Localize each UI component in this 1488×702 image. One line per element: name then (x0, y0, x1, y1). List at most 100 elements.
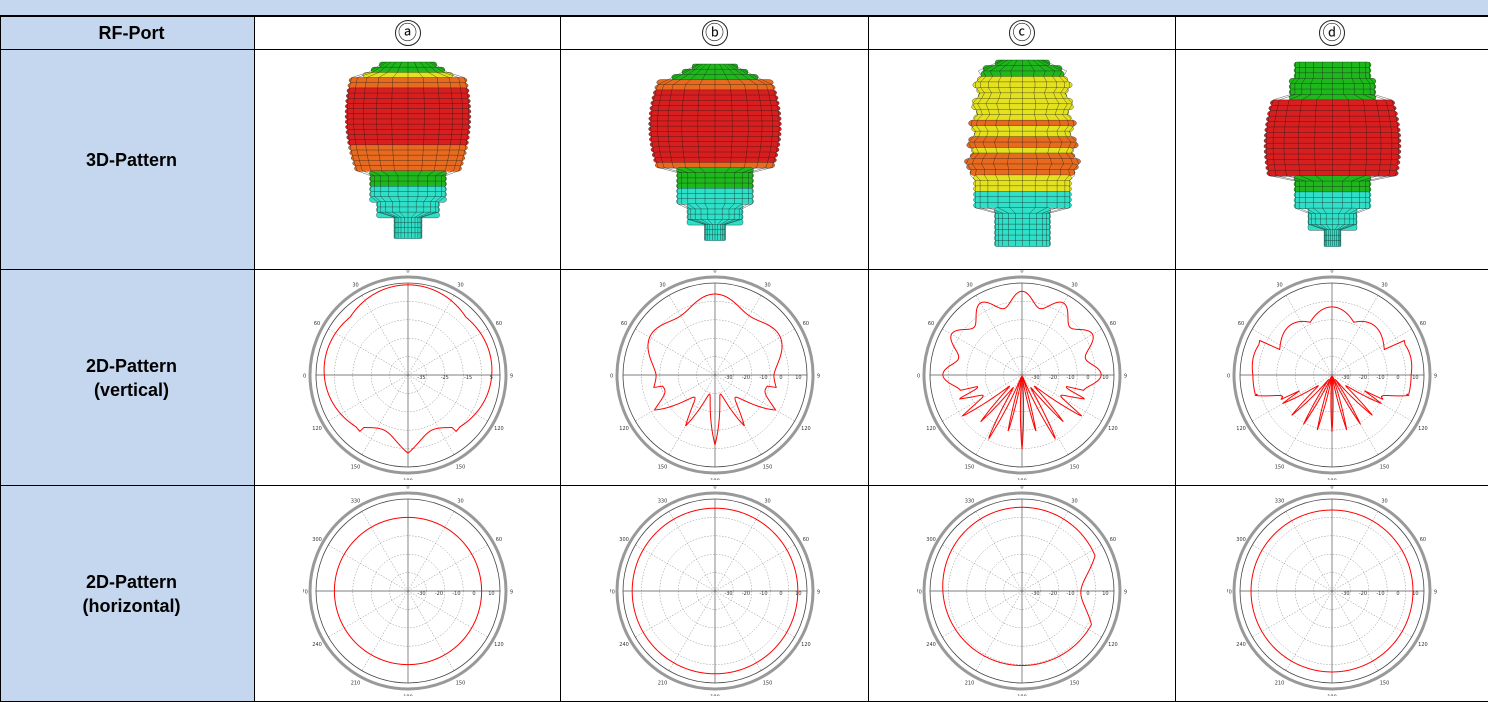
polar-angle-label: 150 (965, 464, 975, 470)
polar-spoke (1252, 545, 1332, 591)
polar-angle-label: 30 (457, 283, 463, 289)
polar-horizontal-b: 0303306030090270120240150210180-30-20-10… (610, 486, 820, 696)
pattern-2d-vertical-row: 2D-Pattern (vertical) 030306060909012012… (1, 270, 1488, 486)
polar-radial-label: 10 (795, 375, 801, 381)
polar-angle-label: 30 (659, 283, 665, 289)
column-c-marker: ⓒ (1009, 20, 1035, 46)
polar-angle-label: 210 (350, 680, 360, 686)
polar-angle-label: 240 (926, 642, 936, 648)
polar-spoke (715, 295, 761, 375)
polar-angle-label: 150 (350, 464, 360, 470)
polar-spoke (1332, 329, 1412, 375)
polar-vertical-a: 0303060609090120120150150180-35-25-155 (303, 270, 513, 480)
polar-radial-label: -20 (741, 591, 749, 597)
pattern-2d-horizontal-label-line1: 2D-Pattern (9, 570, 254, 594)
polar-angle-label: 120 (1236, 426, 1246, 432)
polar-spoke (408, 545, 488, 591)
polar-angle-label: 0 (406, 486, 409, 491)
polar-radial-label: -10 (759, 591, 767, 597)
polar-angle-label: 0 (713, 486, 716, 491)
polar-angle-label: 150 (1380, 464, 1390, 470)
polar-radial-label: 10 (1102, 591, 1108, 597)
polar-spoke (669, 295, 715, 375)
pattern-2d-horizontal-row: 2D-Pattern (horizontal) 0303306030090270… (1, 486, 1488, 702)
polar-angle-label: 90 (1124, 590, 1127, 596)
polar-spoke (669, 375, 715, 455)
polar-angle-label: 30 (352, 283, 358, 289)
polar-angle-label: 330 (657, 499, 667, 505)
polar-radial-label: -20 (1049, 375, 1057, 381)
polar-angle-label: 180 (710, 695, 720, 697)
polar-angle-label: 240 (312, 642, 322, 648)
column-b-header: ⓑ (561, 17, 869, 50)
polar-spoke (942, 329, 1022, 375)
polar-radial-label: -30 (1341, 591, 1349, 597)
polar-angle-label: 0 (1020, 486, 1023, 491)
polar-angle-label: 150 (1275, 464, 1285, 470)
polar-spoke (362, 591, 408, 671)
polar-spoke (328, 329, 408, 375)
polar-spoke (1332, 295, 1378, 375)
polar-angle-label: 60 (495, 321, 501, 327)
polar-radial-label: -10 (759, 375, 767, 381)
column-d-marker: ⓓ (1319, 20, 1345, 46)
pattern-3d-c (869, 50, 1176, 264)
polar-angle-label: 90 (1124, 374, 1127, 380)
polar-angle-label: 150 (657, 464, 667, 470)
polar-spoke (1286, 511, 1332, 591)
polar-radial-label: -10 (1066, 591, 1074, 597)
polar-angle-label: 150 (1070, 680, 1080, 686)
polar-angle-label: 60 (1110, 321, 1116, 327)
polar-angle-label: 120 (1418, 642, 1428, 648)
polar-spoke (1332, 511, 1378, 591)
polar-radial-label: -20 (1359, 591, 1367, 597)
polar-grid (924, 493, 1120, 689)
polar-spoke (328, 545, 408, 591)
polar-spoke (942, 545, 1022, 591)
polar-angle-label: 150 (762, 464, 772, 470)
cell-vertical-a: 0303060609090120120150150180-35-25-155 (255, 270, 561, 486)
polar-angle-label: 120 (926, 426, 936, 432)
polar-angle-label: 60 (313, 321, 319, 327)
polar-radial-label: 0 (1086, 375, 1089, 381)
polar-angle-label: 30 (764, 283, 770, 289)
polar-angle-label: 90 (509, 374, 512, 380)
polar-angle-label: 0 (1330, 270, 1333, 275)
polar-grid (617, 493, 813, 689)
polar-angle-label: 60 (802, 537, 808, 543)
polar-horizontal-c: 0303306030090270120240150210180-30-20-10… (917, 486, 1127, 696)
polar-angle-label: 240 (1236, 642, 1246, 648)
polar-radial-label: -35 (417, 375, 425, 381)
polar-angle-label: 30 (966, 283, 972, 289)
polar-spoke (715, 375, 761, 455)
cell-horizontal-b: 0303306030090270120240150210180-30-20-10… (561, 486, 869, 702)
polar-radial-label: -20 (1049, 591, 1057, 597)
polar-angle-label: 150 (455, 464, 465, 470)
polar-angle-label: 210 (657, 680, 667, 686)
polar-angle-label: 120 (494, 642, 504, 648)
column-a-header: ⓐ (255, 17, 561, 50)
polar-angle-label: 30 (1071, 283, 1077, 289)
polar-grid (310, 277, 506, 473)
pattern-3d-d (1176, 50, 1488, 264)
polar-radial-label: -20 (434, 591, 442, 597)
polar-angle-label: 180 (1017, 695, 1027, 697)
polar-spoke (1022, 591, 1102, 637)
polar-radial-label: 0 (779, 375, 782, 381)
polar-angle-label: 180 (403, 695, 413, 697)
polar-spoke (1332, 591, 1378, 671)
polar-spoke (328, 591, 408, 637)
column-b-marker: ⓑ (702, 20, 728, 46)
polar-spoke (669, 511, 715, 591)
pattern-3d-b (561, 50, 869, 264)
polar-radial-label: 0 (1086, 591, 1089, 597)
polar-angle-label: 60 (802, 321, 808, 327)
polar-spoke (1022, 591, 1068, 671)
polar-angle-label: 240 (619, 642, 629, 648)
polar-spoke (715, 375, 795, 421)
polar-spoke (362, 295, 408, 375)
polar-radial-label: 10 (488, 591, 494, 597)
polar-grid (310, 493, 506, 689)
